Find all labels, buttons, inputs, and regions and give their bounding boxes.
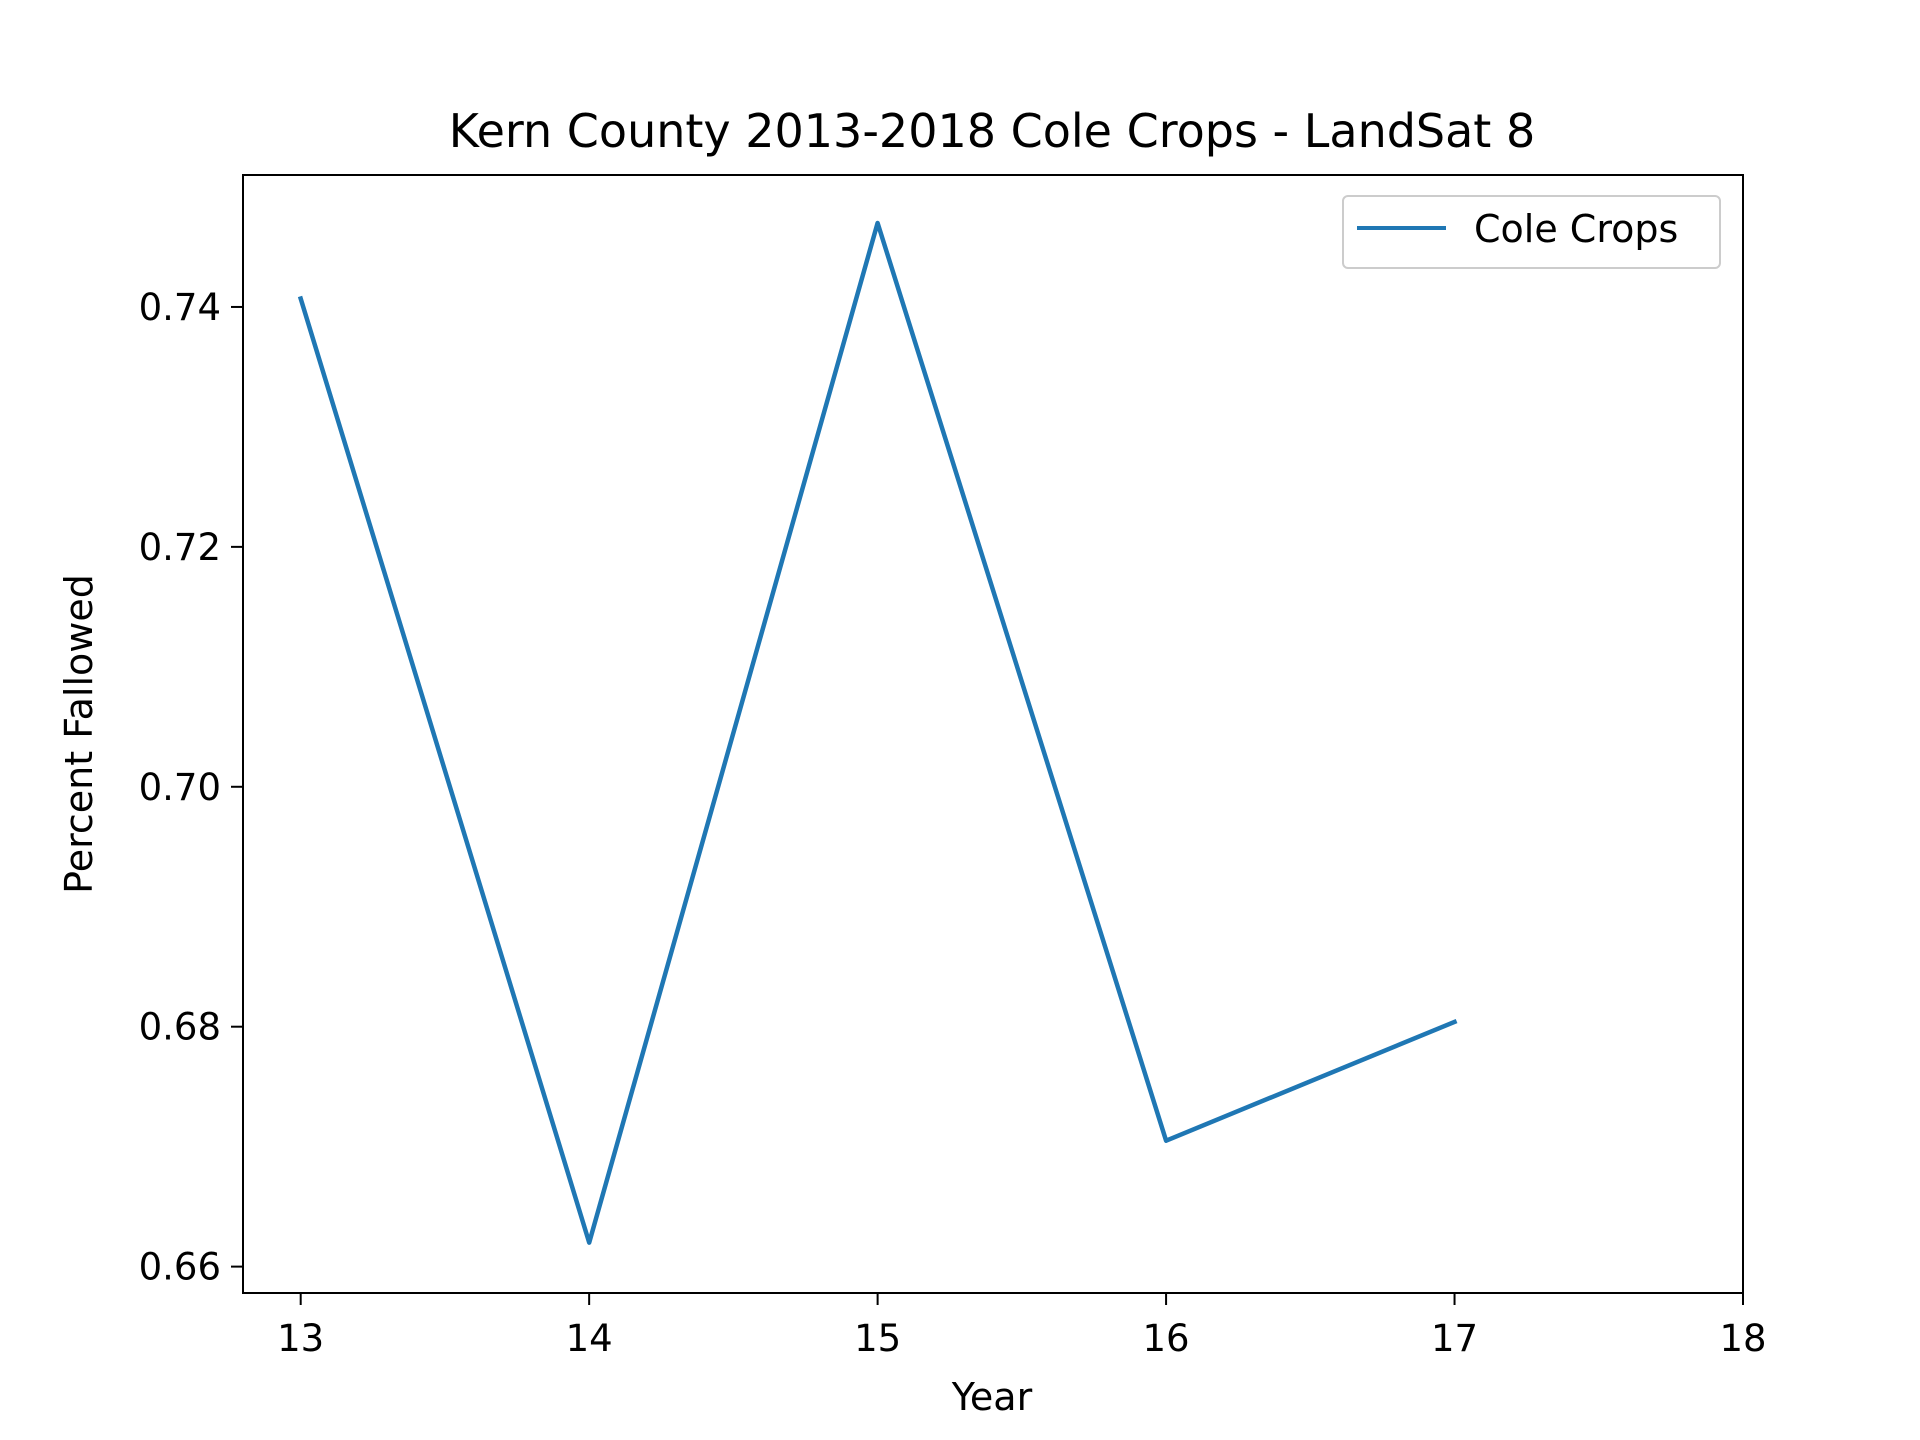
x-axis-ticks: 13 14 15 16 17 18: [277, 1293, 1767, 1360]
plot-frame: [242, 174, 1744, 1294]
chart-title: Kern County 2013-2018 Cole Crops - LandS…: [449, 104, 1535, 158]
x-tick-label: 15: [854, 1317, 901, 1360]
x-axis-label: Year: [951, 1375, 1033, 1419]
y-axis-ticks: 0.66 0.68 0.70 0.72 0.74: [139, 286, 243, 1289]
x-tick-label: 13: [277, 1317, 324, 1360]
y-tick-label: 0.74: [139, 286, 221, 329]
x-tick-label: 16: [1143, 1317, 1190, 1360]
y-tick-label: 0.66: [139, 1246, 221, 1289]
y-axis-label: Percent Fallowed: [57, 574, 101, 894]
x-tick-label: 17: [1431, 1317, 1478, 1360]
series-line-cole-crops: [297, 220, 1458, 1245]
legend-label: Cole Crops: [1474, 207, 1678, 251]
y-tick-label: 0.70: [139, 766, 221, 809]
y-tick-label: 0.72: [139, 526, 221, 569]
y-tick-label: 0.68: [139, 1006, 221, 1049]
x-tick-label: 18: [1719, 1317, 1766, 1360]
x-tick-label: 14: [566, 1317, 613, 1360]
legend: Cole Crops: [1342, 195, 1721, 269]
legend-box: [1342, 195, 1721, 269]
series-layer: [297, 220, 1458, 1245]
